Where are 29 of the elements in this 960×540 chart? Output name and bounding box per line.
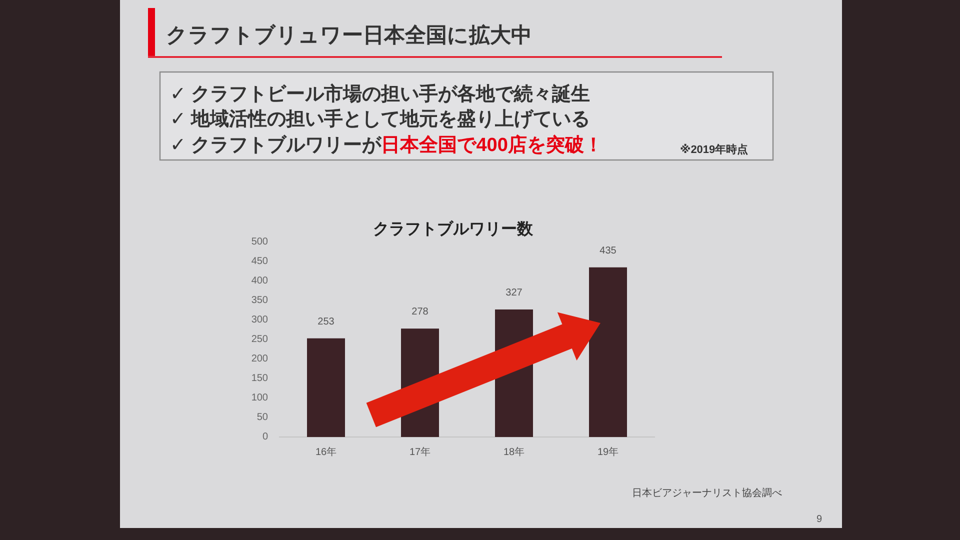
y-tick-label: 50 (256, 412, 268, 424)
y-tick-label: 350 (251, 295, 268, 306)
text: 日本ビアジャーナリスト協会調べ (632, 487, 782, 499)
text: ✓ クラフトビール市場の担い手が各地で続々誕生 (170, 83, 590, 105)
x-tick-label: 19年 (597, 446, 619, 458)
x-tick-label: 18年 (503, 446, 525, 458)
chart-title: クラフトブリュワー日本全国に拡大中 (166, 23, 532, 47)
y-tick-label: 500 (251, 236, 268, 248)
data-label: 253 (318, 316, 335, 328)
y-tick-label: 450 (251, 256, 268, 268)
y-tick-label: 0 (262, 432, 268, 443)
x-tick-label: 16年 (315, 446, 337, 458)
y-tick-label: 200 (251, 354, 268, 365)
y-tick-label: 100 (251, 392, 268, 404)
y-tick-label: 150 (251, 373, 268, 384)
text: ※2019年時点 (680, 143, 748, 156)
bar (307, 338, 345, 437)
y-tick-label: 300 (251, 314, 268, 326)
text: 日本全国で400店を突破！ (381, 134, 603, 156)
data-label: 278 (412, 306, 429, 318)
x-tick-label: 17年 (409, 446, 431, 458)
y-tick-label: 400 (251, 276, 268, 287)
y-tick-label: 250 (251, 334, 268, 346)
chart-subtitle: クラフトブルワリー数 (373, 220, 534, 238)
bar (589, 267, 627, 437)
text: 9 (816, 514, 822, 525)
text: ✓ 地域活性の担い手として地元を盛り上げている (170, 108, 590, 130)
data-label: 435 (600, 245, 617, 256)
data-label: 327 (506, 287, 523, 298)
